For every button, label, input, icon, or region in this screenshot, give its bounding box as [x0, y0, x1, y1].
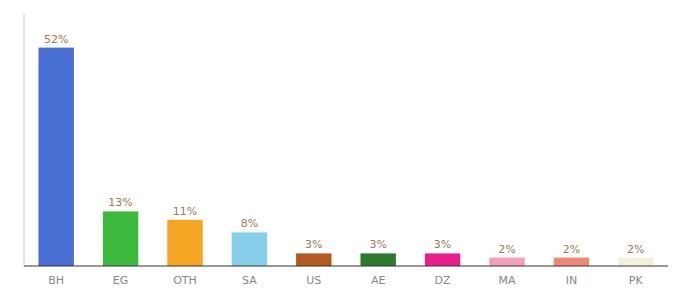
data-label: 2%: [627, 243, 644, 256]
bar: [360, 253, 395, 266]
x-tick-label: MA: [498, 274, 515, 287]
data-label: 2%: [498, 243, 515, 256]
x-axis-line: [24, 265, 668, 266]
chart-container: 52% 13% 11% 8% 3% 3% 3% 2% 2% 2% BH EG OTH SA US AE DZ MA…: [0, 0, 680, 300]
data-label: 3%: [434, 238, 451, 251]
x-tick-label: EG: [113, 274, 128, 287]
bar: [554, 258, 589, 266]
x-tick-label: IN: [566, 274, 577, 287]
bar: [425, 253, 460, 266]
x-tick-label: SA: [242, 274, 257, 287]
bar: [38, 48, 73, 266]
bars: [38, 48, 653, 266]
x-tick-label: DZ: [435, 274, 451, 287]
data-label: 2%: [563, 243, 580, 256]
data-label: 8%: [241, 217, 258, 230]
x-tick-label: PK: [629, 274, 644, 287]
data-label: 13%: [108, 196, 132, 209]
chart-svg: 52% 13% 11% 8% 3% 3% 3% 2% 2% 2% BH EG OTH SA US AE DZ MA…: [0, 0, 680, 300]
data-label: 52%: [44, 33, 68, 46]
x-tick-label: US: [306, 274, 321, 287]
bar: [167, 220, 202, 266]
x-tick-label: AE: [371, 274, 386, 287]
data-label: 11%: [173, 205, 197, 218]
bar: [103, 211, 138, 266]
x-tick-label: OTH: [173, 274, 197, 287]
y-axis-line: [24, 14, 25, 266]
data-labels: 52% 13% 11% 8% 3% 3% 3% 2% 2% 2%: [44, 33, 645, 256]
data-label: 3%: [305, 238, 322, 251]
bar: [232, 232, 267, 266]
x-tick-label: BH: [48, 274, 64, 287]
page: {"chart_data": {"type": "bar", "categori…: [0, 0, 680, 300]
x-tick-labels: BH EG OTH SA US AE DZ MA IN PK: [48, 274, 643, 287]
bar: [618, 258, 653, 266]
data-label: 3%: [369, 238, 386, 251]
bar: [489, 258, 524, 266]
bar: [296, 253, 331, 266]
